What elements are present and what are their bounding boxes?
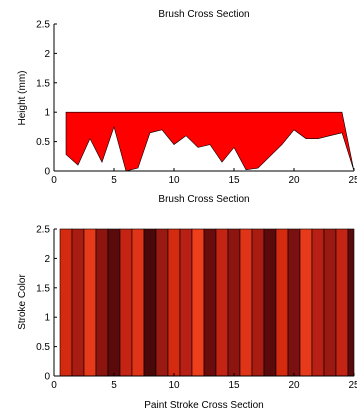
x-axis-label: Paint Stroke Cross Section: [144, 400, 264, 411]
x-tick-label: 5: [111, 380, 117, 391]
y-tick-label: 0.5: [36, 342, 50, 353]
stroke-bar: [191, 228, 205, 377]
stroke-bar: [347, 228, 355, 377]
stroke-bar: [107, 228, 121, 377]
stroke-bar: [299, 228, 313, 377]
y-tick-label: 1: [44, 313, 50, 324]
stroke-bar: [83, 228, 97, 377]
y-tick-label: 0.5: [36, 137, 50, 148]
stroke-bar: [263, 228, 277, 377]
y-tick-label: 2.5: [36, 20, 50, 31]
x-axis-label: Brush Cross Section: [158, 194, 249, 205]
stroke-bar: [203, 228, 217, 377]
x-tick-label: 15: [228, 175, 240, 186]
x-tick-label: 10: [168, 380, 180, 391]
x-tick-label: 5: [111, 175, 117, 186]
stroke-bar: [131, 228, 145, 377]
stroke-bar: [167, 228, 181, 377]
stroke-bar: [311, 228, 325, 377]
stroke-bar: [251, 228, 265, 377]
stroke-bar: [95, 228, 109, 377]
stroke-bar: [179, 228, 193, 377]
y-tick-label: 2: [44, 254, 50, 265]
axes: 0 5 10 15 20 25 0 0.5 1 1.5 2 2.5: [36, 20, 357, 187]
bar-series: [59, 228, 355, 377]
y-tick-label: 0: [44, 372, 50, 383]
stroke-bar: [119, 228, 133, 377]
stroke-bar: [275, 228, 289, 377]
x-tick-label: 25: [348, 380, 357, 391]
x-tick-label: 0: [51, 380, 57, 391]
y-tick-label: 2.5: [36, 225, 50, 236]
y-axis-label: Stroke Color: [17, 274, 28, 330]
paint-stroke-chart: 0 5 10 15 20 25 0 0.5 1 1.5 2 2.5 Paint Stroke Cros…: [17, 225, 357, 412]
stroke-bar: [215, 228, 229, 377]
y-tick-label: 1.5: [36, 283, 50, 294]
chart-title: Brush Cross Section: [158, 9, 249, 20]
y-axis-label: Height (mm): [17, 70, 28, 125]
x-tick-label: 20: [288, 175, 300, 186]
x-tick-label: 10: [168, 175, 180, 186]
y-tick-label: 1: [44, 108, 50, 119]
area-series: [65, 111, 355, 172]
stroke-bar: [239, 228, 253, 377]
y-tick-label: 1.5: [36, 78, 50, 89]
stroke-bar: [335, 228, 349, 377]
stroke-bar: [143, 228, 157, 377]
stroke-bar: [59, 228, 73, 377]
x-tick-label: 25: [348, 175, 357, 186]
stroke-bar: [227, 228, 241, 377]
y-tick-label: 2: [44, 49, 50, 60]
x-tick-label: 15: [228, 380, 240, 391]
x-tick-label: 0: [51, 175, 57, 186]
x-tick-label: 20: [288, 380, 300, 391]
stroke-bar: [287, 228, 301, 377]
brush-cross-section-chart: Brush Cross Section 0 5 10 15 20 25 0 0.5 1 1.5 2 2…: [17, 9, 357, 205]
stroke-bar: [155, 228, 169, 377]
stroke-bar: [71, 228, 85, 377]
stroke-bar: [323, 228, 337, 377]
y-tick-label: 0: [44, 167, 50, 178]
axes: 0 5 10 15 20 25 0 0.5 1 1.5 2 2.5: [36, 225, 357, 392]
